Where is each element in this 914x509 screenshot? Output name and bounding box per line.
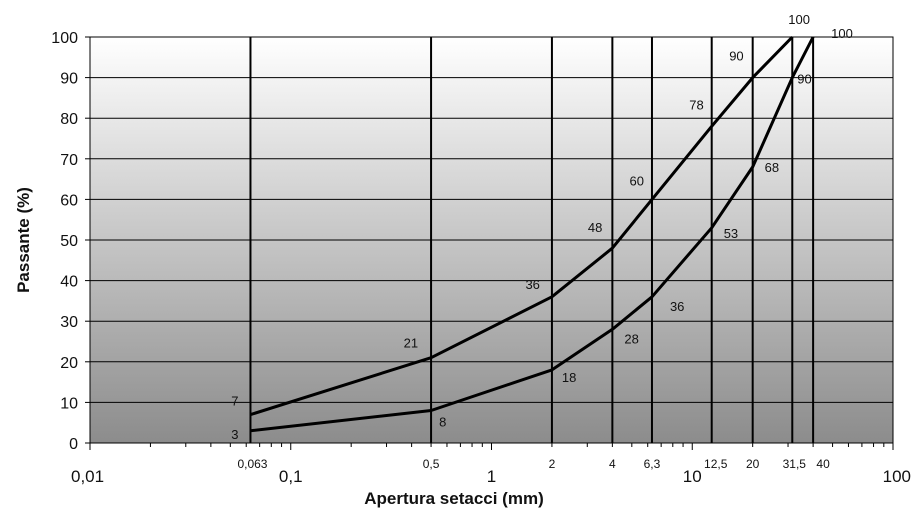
sieve-tick-label: 12,5 xyxy=(704,457,728,471)
plot-frame xyxy=(89,36,894,444)
data-label: 36 xyxy=(525,277,539,292)
data-label: 100 xyxy=(831,26,853,41)
lower-grading-curve xyxy=(250,36,815,433)
data-label: 78 xyxy=(689,97,703,112)
y-tick-label: 40 xyxy=(60,274,78,291)
data-label: 18 xyxy=(562,370,576,385)
sieve-lines xyxy=(249,37,815,443)
data-label: 3 xyxy=(231,427,238,442)
y-tick-label: 70 xyxy=(60,152,78,169)
sieve-tick-label: 40 xyxy=(816,457,830,471)
data-label: 28 xyxy=(624,331,638,346)
y-tick-labels: 0 10 20 30 40 50 60 70 80 90 100 xyxy=(51,30,78,453)
series-group xyxy=(250,35,815,433)
data-label: 7 xyxy=(231,394,238,409)
data-label: 21 xyxy=(404,336,418,351)
data-label: 8 xyxy=(439,415,446,430)
y-tick-label: 0 xyxy=(69,436,78,453)
y-tick-label: 10 xyxy=(60,395,78,412)
data-label: 53 xyxy=(724,226,738,241)
x-axis-title: Apertura setacci (mm) xyxy=(364,489,544,508)
upper-grading-curve xyxy=(250,35,794,417)
sieve-tick-label: 20 xyxy=(746,457,760,471)
y-tick-label: 100 xyxy=(51,30,78,47)
data-label: 90 xyxy=(797,72,811,87)
sieve-tick-label: 2 xyxy=(549,457,556,471)
y-axis-title: Passante (%) xyxy=(14,187,33,293)
data-label: 90 xyxy=(729,49,743,64)
data-label: 48 xyxy=(588,220,602,235)
sieve-tick-label: 0,063 xyxy=(237,457,267,471)
sieve-tick-label: 4 xyxy=(609,457,616,471)
y-tick-label: 80 xyxy=(60,111,78,128)
y-tick-label: 30 xyxy=(60,314,78,331)
x-tick-labels: 0,01 0,1 1 10 100 xyxy=(71,467,911,486)
x-tick-label: 0,01 xyxy=(71,467,104,486)
y-tick-label: 20 xyxy=(60,355,78,372)
sieve-tick-labels: 0,063 0,5 2 4 6,3 12,5 20 31,5 40 xyxy=(237,457,830,471)
sieve-tick-label: 0,5 xyxy=(423,457,440,471)
sieve-tick-label: 31,5 xyxy=(783,457,807,471)
sieve-tick-label: 6,3 xyxy=(644,457,661,471)
data-label: 36 xyxy=(670,299,684,314)
x-tick-label: 1 xyxy=(487,467,496,486)
point-labels: 7 21 36 48 60 78 90 100 3 8 18 28 36 53 68 90 100 xyxy=(231,12,853,442)
y-tick-label: 90 xyxy=(60,71,78,88)
y-tick-label: 50 xyxy=(60,233,78,250)
x-tick-label: 0,1 xyxy=(279,467,303,486)
data-label: 100 xyxy=(788,12,810,27)
x-tick-label: 100 xyxy=(883,467,911,486)
data-label: 68 xyxy=(765,160,779,175)
x-tick-label: 10 xyxy=(683,467,702,486)
y-tick-label: 60 xyxy=(60,192,78,209)
data-label: 60 xyxy=(629,173,643,188)
